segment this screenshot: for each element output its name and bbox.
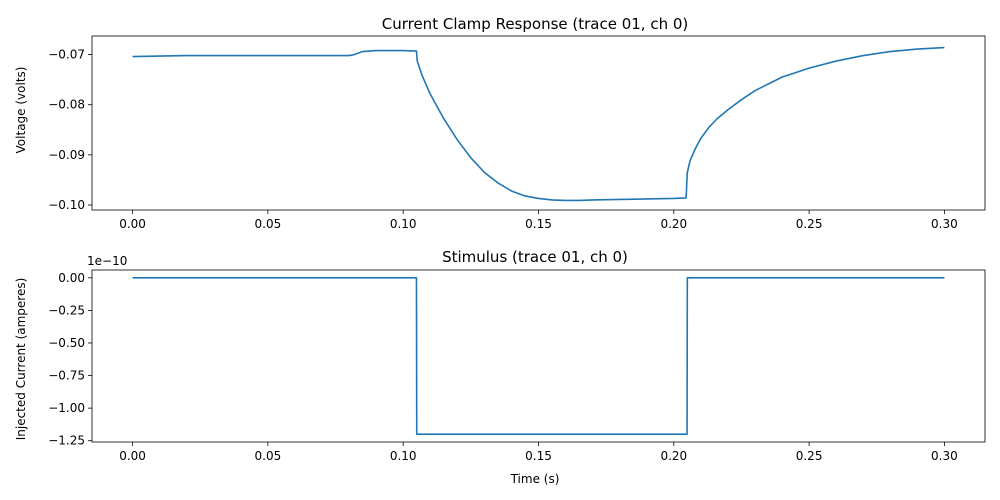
voltage-x-tick-label: 0.25: [796, 217, 823, 231]
voltage-series-line: [132, 46, 945, 202]
stimulus-y-tick-label: −0.50: [48, 336, 85, 350]
stimulus-x-tick-label: 0.30: [931, 449, 958, 463]
voltage-y-axis-label: Voltage (volts): [14, 67, 28, 154]
stimulus-series: [132, 277, 945, 435]
voltage-y-tick-label: −0.08: [48, 98, 85, 112]
stimulus-y-tick-label: −0.25: [48, 303, 85, 317]
stimulus-panel-title: Stimulus (trace 01, ch 0): [442, 248, 628, 266]
stimulus-x-tick-label: 0.10: [390, 449, 417, 463]
stimulus-x-tick-label: 0.20: [660, 449, 687, 463]
voltage-y-tick-label: −0.10: [48, 198, 85, 212]
voltage-ticks: 0.00 0.05 0.10 0.15 0.20 0.25 0.30 −0.07 −0.08 −0…: [48, 48, 958, 231]
stimulus-series-line: [132, 277, 945, 435]
voltage-x-tick-label: 0.10: [390, 217, 417, 231]
stimulus-x-axis-label: Time (s): [510, 472, 560, 486]
voltage-panel: Current Clamp Response (trace 01, ch 0) …: [14, 15, 986, 231]
voltage-panel-title: Current Clamp Response (trace 01, ch 0): [382, 15, 689, 33]
voltage-plot-frame: [91, 35, 986, 211]
stimulus-x-tick-label: 0.05: [255, 449, 282, 463]
stimulus-y-offset-label: 1e−10: [87, 254, 127, 268]
voltage-y-tick-label: −0.07: [48, 48, 85, 62]
stimulus-x-tick-label: 0.15: [525, 449, 552, 463]
stimulus-y-tick-label: −1.25: [48, 434, 85, 448]
voltage-x-tick-label: 0.20: [660, 217, 687, 231]
stimulus-x-tick-label: 0.00: [119, 449, 146, 463]
voltage-y-tick-label: −0.09: [48, 148, 85, 162]
stimulus-ticks: 0.00 0.05 0.10 0.15 0.20 0.25 0.30 0.00 −0.25 −0.…: [48, 271, 958, 463]
stimulus-x-tick-label: 0.25: [796, 449, 823, 463]
voltage-x-tick-label: 0.05: [255, 217, 282, 231]
stimulus-y-tick-label: 0.00: [58, 271, 85, 285]
voltage-x-tick-label: 0.15: [525, 217, 552, 231]
stimulus-panel: Stimulus (trace 01, ch 0) 1e−10 Injected…: [14, 248, 986, 486]
voltage-x-tick-label: 0.30: [931, 217, 958, 231]
stimulus-y-tick-label: −1.00: [48, 401, 85, 415]
voltage-series: [132, 46, 945, 202]
voltage-x-tick-label: 0.00: [119, 217, 146, 231]
stimulus-plot-frame: [91, 269, 986, 443]
stimulus-y-axis-label: Injected Current (amperes): [14, 278, 28, 441]
stimulus-y-tick-label: −0.75: [48, 369, 85, 383]
